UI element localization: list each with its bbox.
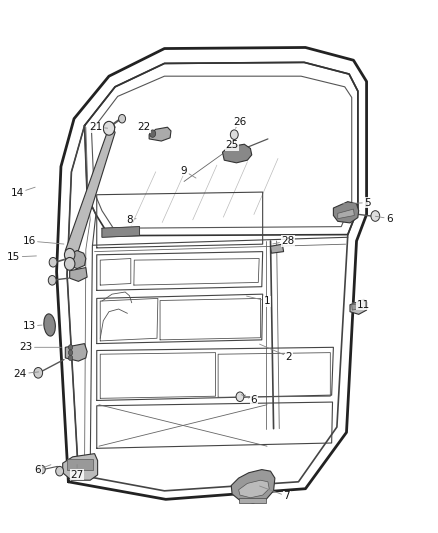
Polygon shape — [70, 268, 87, 281]
Polygon shape — [65, 344, 87, 361]
Text: 23: 23 — [19, 342, 61, 352]
Circle shape — [64, 248, 75, 261]
Polygon shape — [271, 244, 284, 253]
Circle shape — [49, 257, 57, 267]
Polygon shape — [149, 127, 171, 141]
Polygon shape — [231, 470, 275, 503]
Text: 1: 1 — [247, 296, 270, 306]
Circle shape — [34, 368, 42, 378]
Text: 6: 6 — [241, 394, 257, 406]
Circle shape — [68, 356, 73, 361]
Circle shape — [150, 130, 155, 138]
Circle shape — [64, 257, 75, 270]
Polygon shape — [65, 251, 86, 269]
Polygon shape — [102, 227, 140, 237]
Polygon shape — [350, 300, 367, 314]
Polygon shape — [352, 303, 365, 310]
Polygon shape — [223, 144, 252, 163]
Polygon shape — [239, 480, 269, 498]
Circle shape — [230, 130, 238, 140]
Circle shape — [105, 122, 113, 133]
Circle shape — [236, 392, 244, 401]
Text: 11: 11 — [352, 300, 370, 310]
Text: 21: 21 — [89, 122, 108, 132]
Polygon shape — [338, 209, 354, 219]
Circle shape — [68, 345, 73, 350]
Text: 6: 6 — [375, 214, 392, 224]
Polygon shape — [239, 498, 266, 503]
Text: 16: 16 — [22, 236, 64, 246]
Circle shape — [119, 115, 126, 123]
Circle shape — [371, 211, 380, 221]
Text: 9: 9 — [181, 166, 196, 178]
Text: 26: 26 — [233, 117, 247, 128]
Text: 24: 24 — [14, 369, 39, 379]
Text: 27: 27 — [71, 465, 84, 480]
Text: 5: 5 — [343, 198, 371, 208]
Circle shape — [38, 465, 45, 474]
Circle shape — [68, 350, 73, 356]
Polygon shape — [333, 201, 359, 223]
Polygon shape — [67, 459, 93, 470]
Text: 28: 28 — [273, 236, 295, 246]
Text: 25: 25 — [226, 140, 240, 150]
Circle shape — [103, 122, 115, 135]
Text: 6: 6 — [35, 465, 51, 474]
Text: 2: 2 — [260, 344, 292, 362]
Polygon shape — [65, 128, 115, 256]
Text: 22: 22 — [137, 122, 151, 132]
Circle shape — [56, 466, 64, 476]
Text: 7: 7 — [260, 486, 290, 501]
Text: 13: 13 — [22, 321, 42, 331]
Polygon shape — [108, 124, 115, 131]
Text: 15: 15 — [7, 252, 36, 262]
Text: 14: 14 — [11, 187, 35, 198]
Ellipse shape — [44, 314, 55, 336]
Circle shape — [48, 276, 56, 285]
Polygon shape — [63, 454, 98, 480]
Text: 8: 8 — [126, 215, 136, 225]
